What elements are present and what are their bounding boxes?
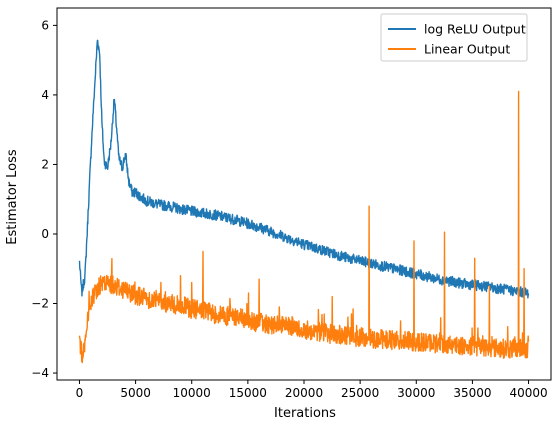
y-tick-label: 4: [41, 88, 49, 102]
x-tick-label: 25000: [341, 386, 379, 400]
ticks: 0 5000 10000 15000 20000 25000 30000 35000 40000…: [31, 18, 547, 400]
y-tick-label: 0: [41, 227, 49, 241]
legend: log ReLU Output Linear Output: [380, 13, 528, 62]
y-tick-label: −2: [31, 297, 49, 311]
x-tick-label: 35000: [453, 386, 491, 400]
x-tick-label: 30000: [397, 386, 435, 400]
x-tick-label: 0: [76, 386, 84, 400]
legend-label-log-relu: log ReLU Output: [424, 22, 526, 37]
x-tick-label: 10000: [173, 386, 211, 400]
x-tick-label: 20000: [285, 386, 323, 400]
plot-lines: [78, 39, 530, 364]
x-axis-label: Iterations: [274, 406, 336, 421]
y-axis-label: Estimator Loss: [5, 149, 20, 245]
series-line-0: [78, 39, 530, 299]
legend-box: [380, 13, 528, 62]
x-tick-label: 5000: [120, 386, 151, 400]
series-line-1: [78, 90, 530, 364]
y-tick-label: 2: [41, 157, 49, 171]
x-tick-label: 15000: [229, 386, 267, 400]
y-tick-label: 6: [41, 18, 49, 32]
x-tick-label: 40000: [509, 386, 547, 400]
y-tick-label: −4: [31, 366, 49, 380]
legend-label-linear: Linear Output: [424, 42, 510, 57]
